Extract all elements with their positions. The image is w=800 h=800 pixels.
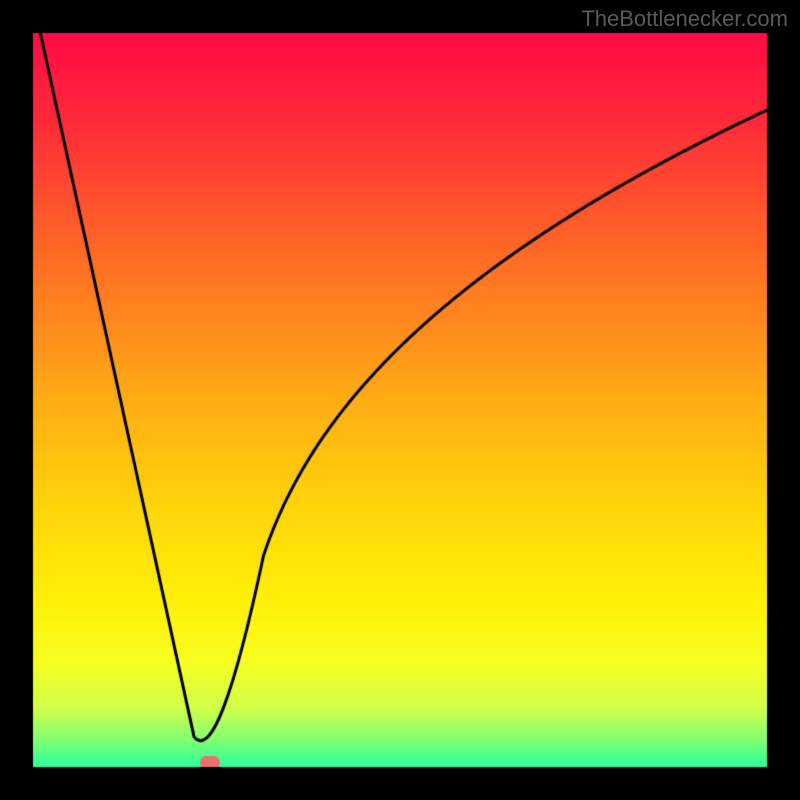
bottleneck-curve-chart [0, 0, 800, 800]
bottleneck-chart-container: TheBottlenecker.com [0, 0, 800, 800]
